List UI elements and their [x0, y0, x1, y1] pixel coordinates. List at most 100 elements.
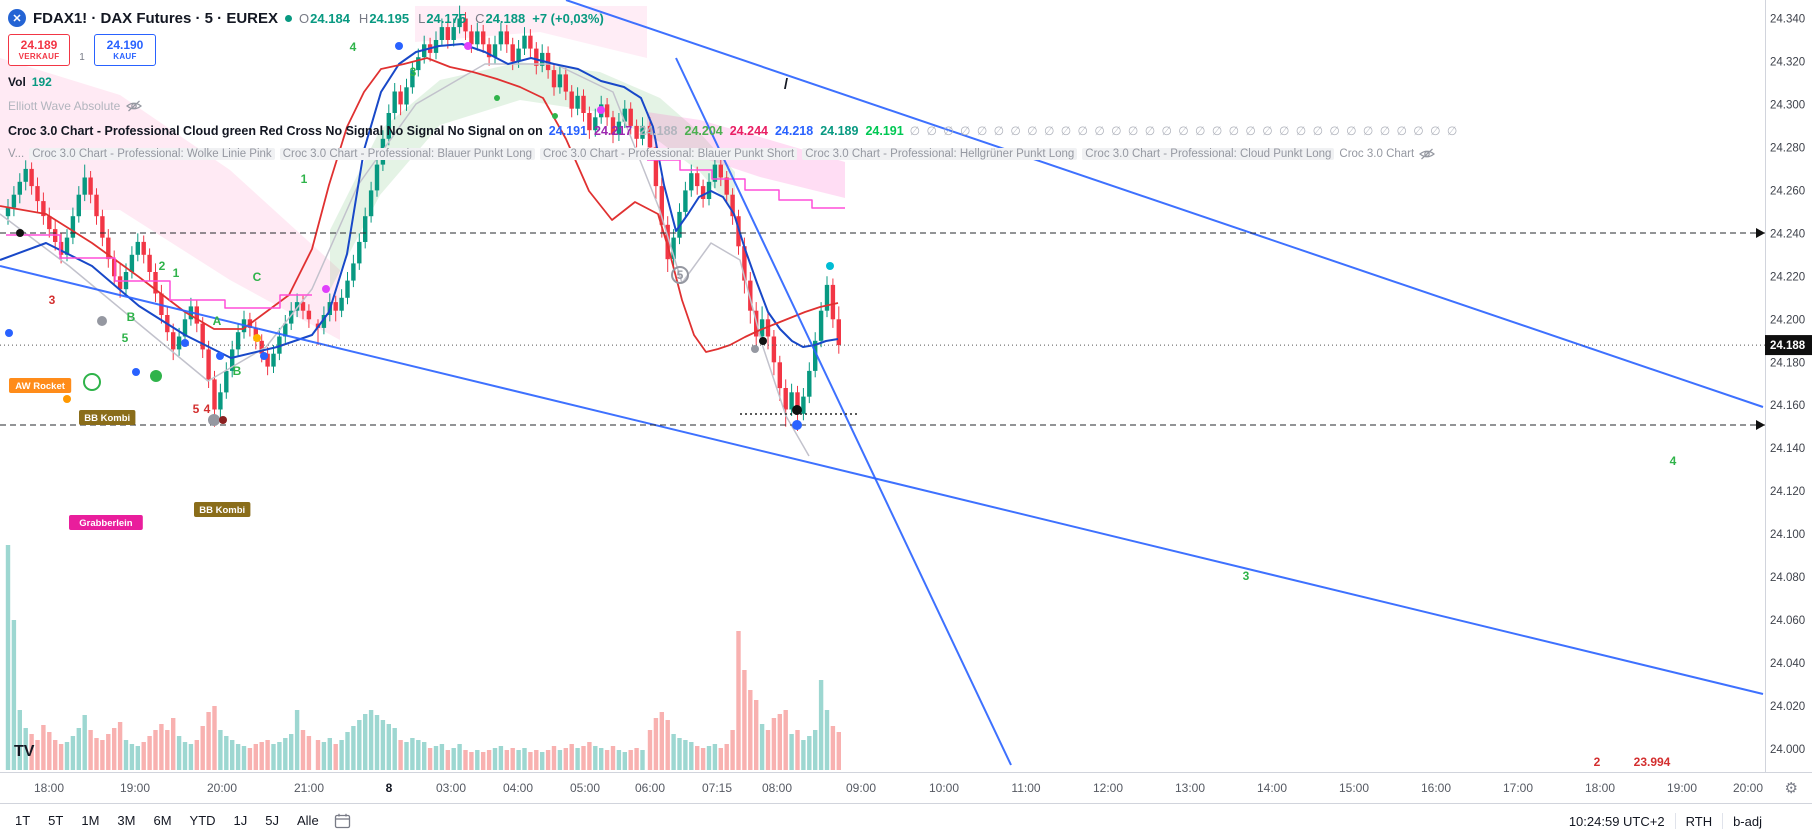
signal-marker-dot [552, 113, 558, 119]
quantity-field[interactable]: 1 [79, 52, 85, 63]
volume-bar [818, 680, 824, 770]
candle [569, 91, 574, 109]
wave-label[interactable]: 23.994 [1634, 755, 1671, 769]
volume-bar [194, 740, 199, 770]
volume-bar [94, 738, 99, 770]
candle [587, 113, 592, 131]
volume-bar [653, 718, 659, 770]
volume-bar [695, 746, 700, 770]
wave-label[interactable]: 3 [410, 65, 417, 79]
goto-date-calendar-icon[interactable] [334, 813, 351, 829]
range-button-5t[interactable]: 5T [48, 813, 64, 828]
axis-settings-gear-icon[interactable]: ⚙ [1784, 780, 1798, 797]
wave-label[interactable]: A [213, 314, 222, 328]
range-button-alle[interactable]: Alle [297, 813, 319, 828]
range-button-6m[interactable]: 6M [153, 813, 172, 828]
candle [771, 336, 777, 363]
wave-label[interactable]: 4 [1670, 454, 1677, 468]
volume-bar [41, 725, 46, 770]
volume-bar [593, 746, 598, 770]
volume-bar [253, 744, 258, 770]
volume-bar [604, 750, 610, 770]
range-button-1t[interactable]: 1T [15, 813, 31, 828]
trendline-drawing[interactable] [0, 265, 1764, 695]
wave-label[interactable]: B [233, 364, 242, 378]
price-axis-label: 24.160 [1770, 400, 1805, 412]
wave-label[interactable]: 1 [301, 172, 308, 186]
time-axis-label: 15:00 [1338, 781, 1370, 795]
wave-label[interactable]: / [784, 76, 789, 93]
wave-label[interactable]: 4 [204, 402, 211, 416]
candle [70, 216, 76, 238]
candle [235, 332, 241, 350]
signal-marker-dot [150, 370, 162, 382]
candle [742, 246, 747, 281]
time-axis[interactable]: ⚙ 18:00 19:00 20:00 21:00 8 03:00 04:00 05:00 06… [0, 772, 1812, 804]
symbol-title[interactable]: FDAX1! · DAX Futures · 5 · EUREX [33, 9, 279, 27]
wave-label[interactable]: 2 [159, 259, 166, 273]
wave-label[interactable]: 1 [173, 266, 180, 280]
volume-bar [463, 750, 468, 770]
signal-marker-dot [216, 352, 224, 360]
candle [730, 194, 735, 217]
candle [830, 284, 836, 320]
volume-bar [368, 710, 374, 770]
chart-label-badge[interactable] [9, 378, 72, 393]
range-button-3m[interactable]: 3M [117, 813, 136, 828]
buy-button[interactable]: 24.190 KAUF [94, 34, 156, 66]
candle [88, 177, 93, 195]
volume-bar [271, 744, 276, 770]
signal-marker-dot [792, 420, 802, 430]
range-button-1j[interactable]: 1J [233, 813, 248, 828]
candle [106, 237, 111, 260]
chart-label-badge[interactable] [194, 502, 251, 517]
candle [439, 27, 445, 40]
adjust-toggle[interactable]: b-adj [1733, 813, 1762, 829]
candle [82, 177, 87, 195]
volume-bar [469, 752, 474, 770]
range-button-1m[interactable]: 1M [81, 813, 100, 828]
toolbar-divider [1722, 813, 1724, 829]
candle [712, 164, 718, 182]
volume-bar [392, 728, 397, 770]
volume-bar [759, 724, 765, 770]
wave-label[interactable]: 4 [350, 40, 357, 54]
volume-bar [76, 728, 81, 770]
wave-label[interactable]: 5 [122, 331, 129, 345]
wave-label[interactable]: B [127, 310, 136, 324]
volume-bar [718, 748, 723, 770]
wave-label[interactable]: 3 [1243, 569, 1250, 583]
wave-label[interactable]: 5 [193, 402, 200, 416]
price-axis-label: 24.100 [1770, 529, 1805, 541]
volume-bar [457, 744, 462, 770]
chart-label-badge[interactable] [69, 515, 143, 530]
price-axis-label: 24.120 [1770, 486, 1805, 498]
volume-bar [235, 744, 241, 770]
symbol-logo-icon[interactable]: ✕ [8, 9, 26, 27]
candle [807, 370, 812, 397]
candle [551, 70, 557, 88]
eye-off-icon[interactable] [126, 100, 143, 112]
range-button-5j[interactable]: 5J [265, 813, 279, 828]
volume-bar [510, 748, 515, 770]
chart-label-badge[interactable] [79, 410, 136, 425]
wave-label[interactable]: 5 [677, 268, 684, 282]
signal-marker-dot [322, 285, 330, 293]
signal-marker-dot [792, 405, 802, 415]
wave-label[interactable]: 2 [1594, 755, 1601, 769]
clock-display[interactable]: 10:24:59 UTC+2 [1568, 813, 1665, 829]
session-toggle[interactable]: RTH [1685, 813, 1713, 829]
candle [141, 241, 146, 255]
volume-bar [801, 740, 806, 770]
wave-label[interactable]: C [253, 270, 262, 284]
wave-label[interactable]: 3 [49, 293, 56, 307]
trendline-drawing[interactable] [565, 0, 1764, 408]
range-button-ytd[interactable]: YTD [189, 813, 216, 828]
volume-bar [230, 740, 235, 770]
sell-button[interactable]: 24.189 VERKAUF [8, 34, 70, 66]
tradingview-logo-icon[interactable]: TV [14, 743, 35, 760]
eye-off-icon[interactable] [1419, 148, 1436, 160]
trendline-drawing[interactable] [675, 57, 1012, 766]
signal-marker-dot [132, 368, 140, 376]
